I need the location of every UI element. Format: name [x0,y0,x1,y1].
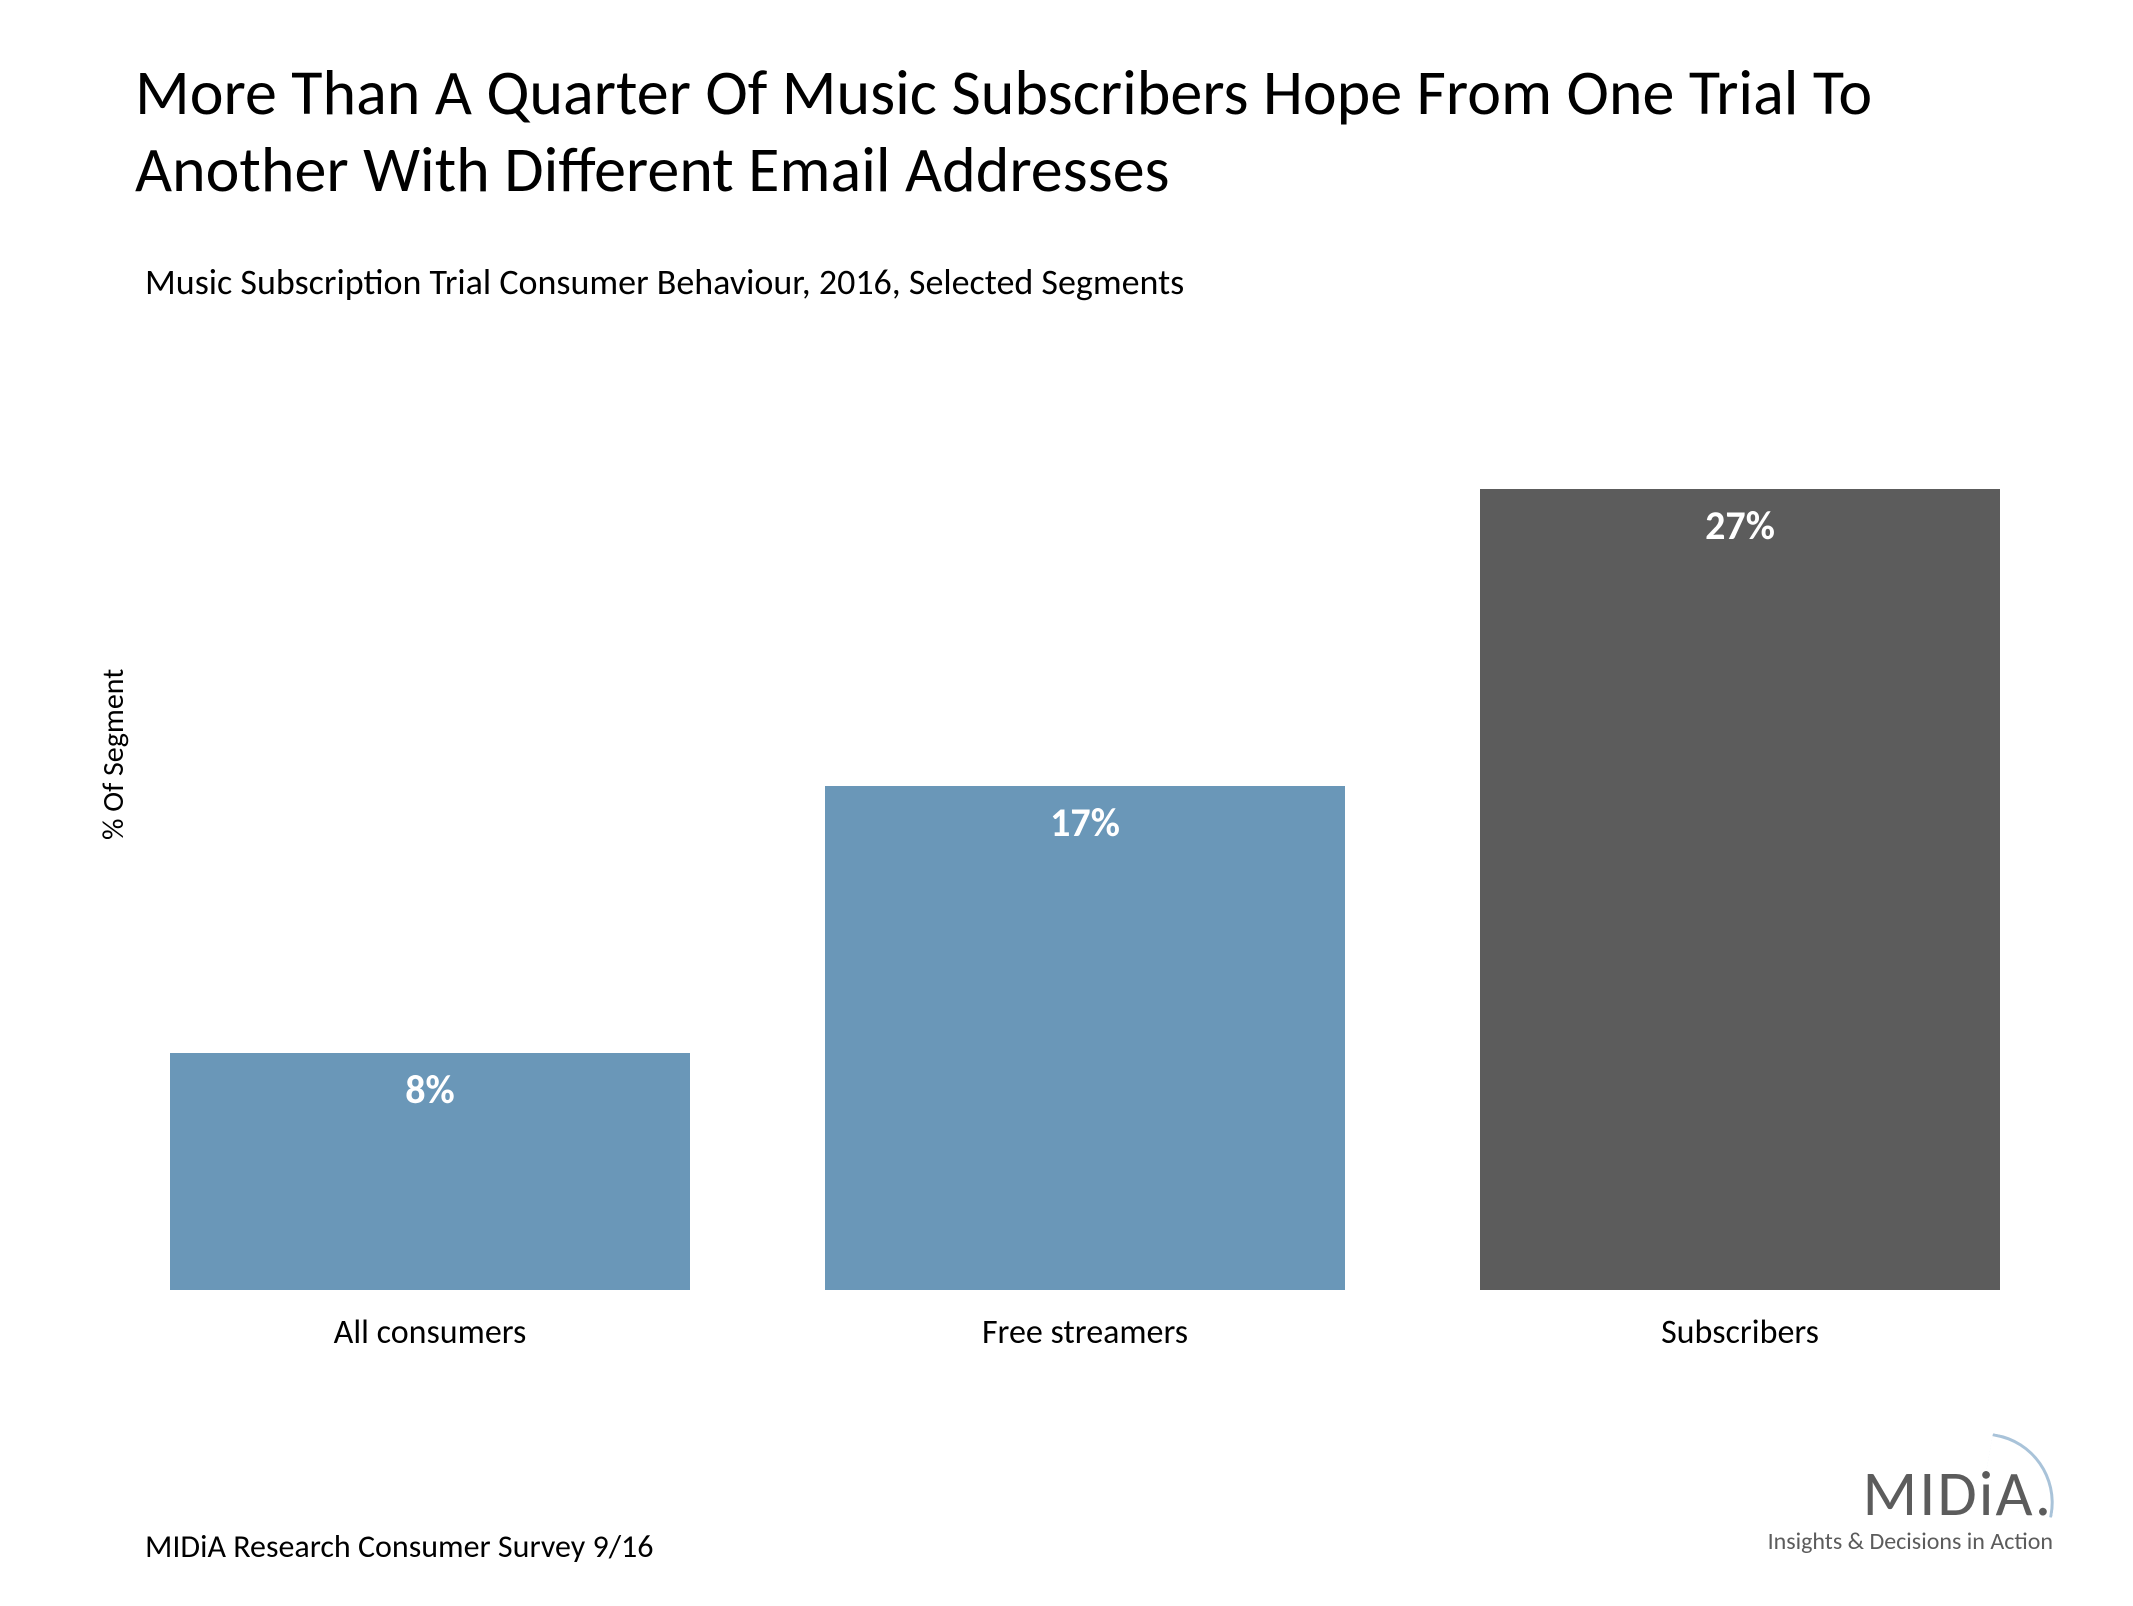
source-citation: MIDiA Research Consumer Survey 9/16 [145,1527,653,1566]
x-axis-label: Free streamers [825,1312,1345,1353]
bar-value-label: 17% [825,798,1345,847]
bar-value-label: 27% [1480,501,2000,550]
x-axis-label: Subscribers [1480,1312,2000,1353]
chart-title: More Than A Quarter Of Music Subscribers… [135,55,2015,209]
y-axis-label: % Of Segment [95,669,132,840]
bar-slot: 17% [825,400,1345,1290]
chart-subtitle: Music Subscription Trial Consumer Behavi… [145,260,1184,304]
midia-logo: MIDiA. Insights & Decisions in Action [1768,1455,2053,1556]
logo-text: MIDiA. [1863,1455,2053,1533]
bar-slot: 27% [1480,400,2000,1290]
bar-value-label: 8% [170,1065,690,1114]
bar-chart-plot: 8% 17% 27% [170,400,2000,1290]
bar-subscribers: 27% [1480,489,2000,1290]
bar-slot: 8% [170,400,690,1290]
chart-slide: More Than A Quarter Of Music Subscribers… [0,0,2133,1606]
bar-free-streamers: 17% [825,786,1345,1290]
x-axis-label: All consumers [170,1312,690,1353]
bar-all-consumers: 8% [170,1053,690,1290]
